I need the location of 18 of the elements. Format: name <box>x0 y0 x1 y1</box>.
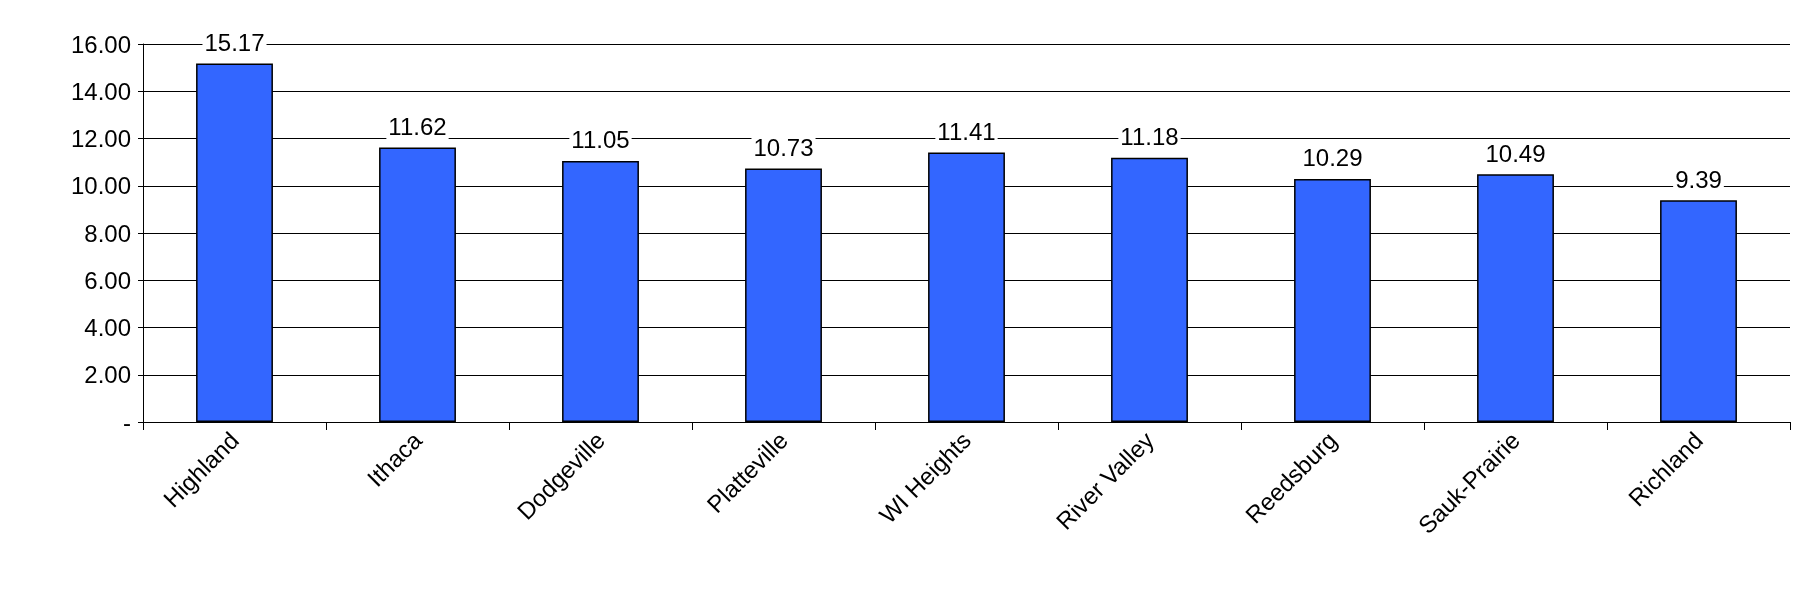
y-tick-label: 14.00 <box>70 77 131 105</box>
y-tick-label: - <box>123 408 131 436</box>
y-tick-label: 8.00 <box>84 219 131 247</box>
y-tick-label: 4.00 <box>84 314 131 341</box>
y-tick-label: 12.00 <box>70 125 131 152</box>
data-label: 10.29 <box>1302 144 1363 172</box>
data-label: 10.73 <box>753 134 814 161</box>
data-label: 11.18 <box>1120 123 1179 151</box>
data-label: 15.17 <box>204 29 265 57</box>
data-label: 11.62 <box>388 112 447 140</box>
y-tick-label: 16.00 <box>70 30 131 58</box>
y-tick-label: 10.00 <box>70 172 131 200</box>
y-tick-label: 6.00 <box>84 266 131 294</box>
data-label: 10.49 <box>1485 139 1546 167</box>
data-label: 11.41 <box>937 117 996 145</box>
data-label: 9.39 <box>1675 165 1722 193</box>
data-label: 11.05 <box>571 126 630 154</box>
y-tick-label: 2.00 <box>84 361 131 389</box>
